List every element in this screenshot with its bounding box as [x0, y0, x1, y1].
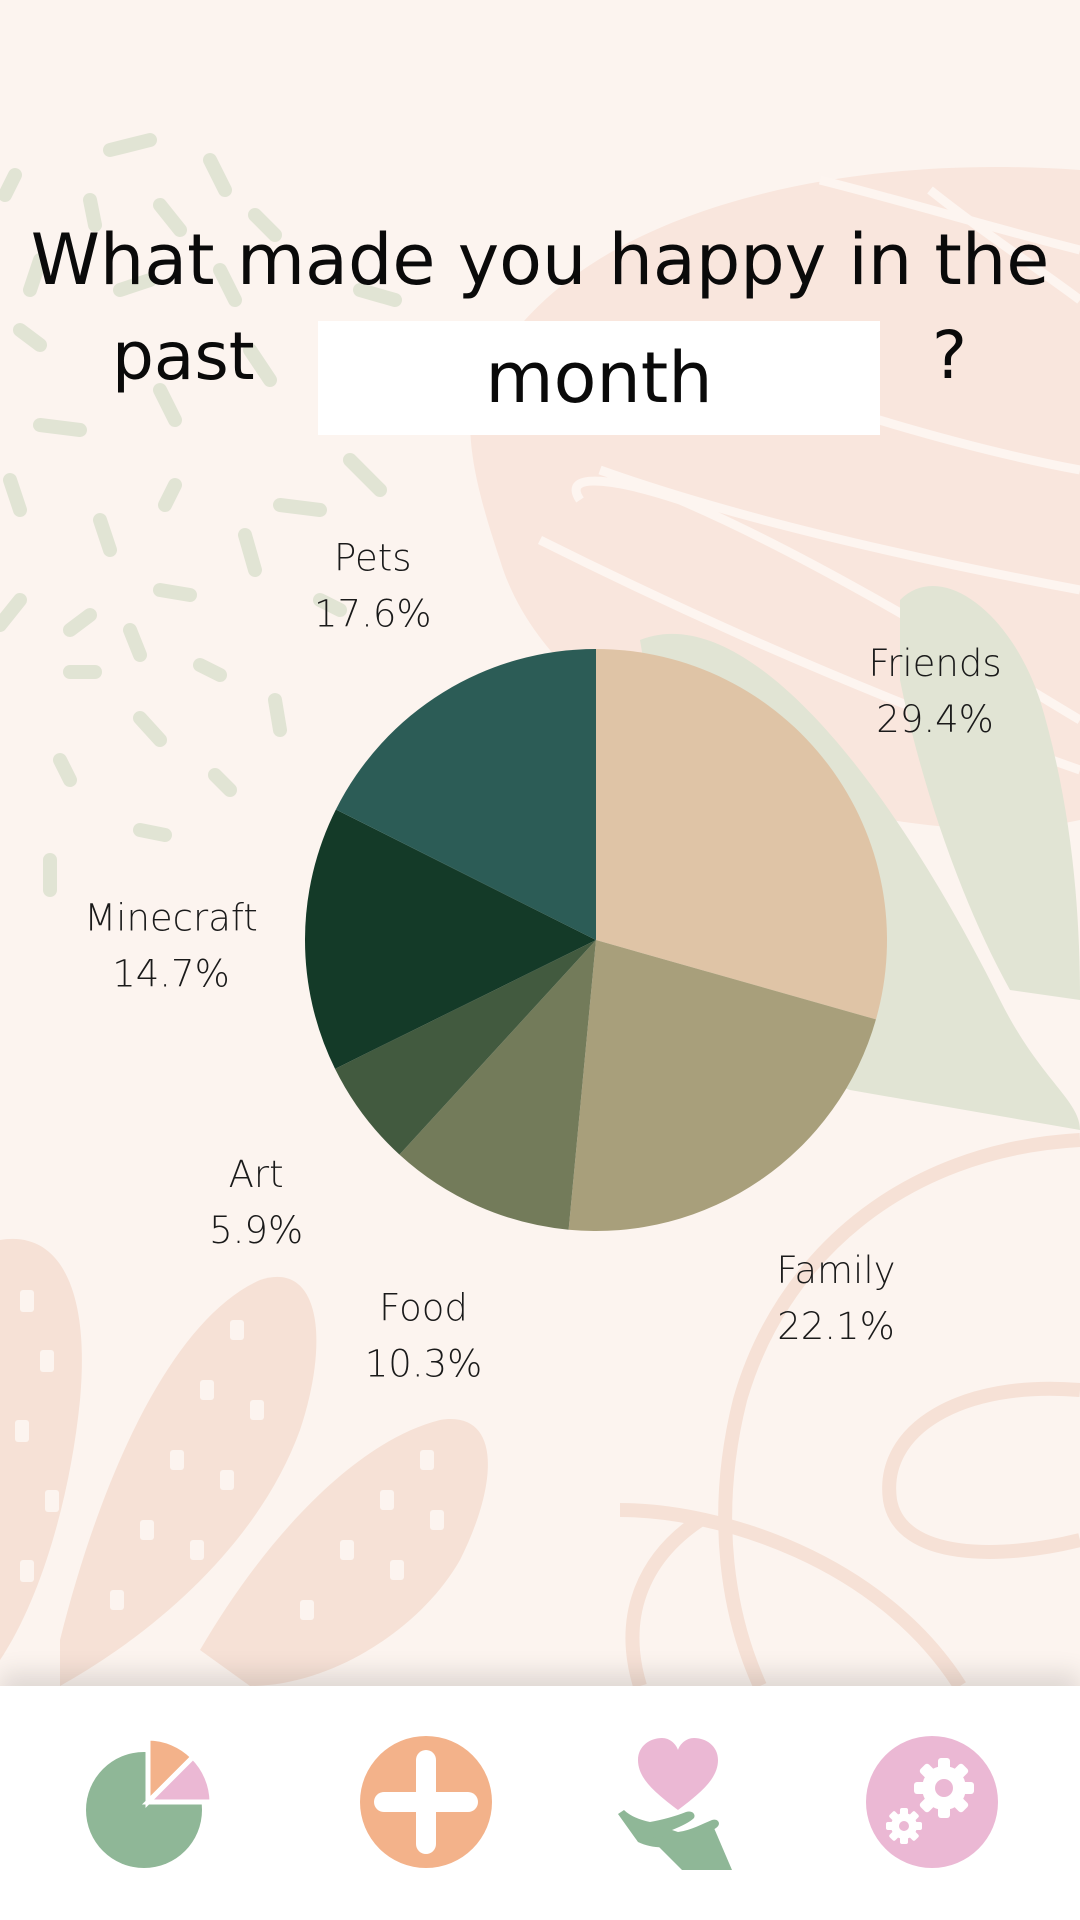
pie-percent-friends: 29.4% — [876, 698, 994, 741]
pie-label-family: Family — [776, 1249, 895, 1292]
question-heading: What made you happy in the past month ? — [0, 200, 1080, 440]
pie-percent-food: 10.3% — [365, 1342, 483, 1385]
pie-slice-art — [335, 940, 596, 1155]
heart-hand-icon — [618, 1738, 732, 1870]
pie-label-minecraft: Minecraft — [84, 897, 258, 940]
pie-chart-icon — [86, 1735, 215, 1868]
pie-label-friends: Friends — [869, 642, 1002, 685]
pie-percent-family: 22.1% — [777, 1305, 895, 1348]
period-selector[interactable]: month — [318, 321, 880, 435]
pie-label-pets: Pets — [334, 536, 412, 579]
nav-add-button[interactable] — [356, 1732, 496, 1872]
pie-slice-pets — [335, 649, 596, 940]
question-past-label: past — [112, 318, 255, 395]
happiness-pie-chart: Friends 29.4% Family 22.1% Food 10.3% Art 5.9% M… — [84, 536, 1002, 1385]
bottom-nav — [0, 1686, 1080, 1920]
pie-label-food: Food — [379, 1286, 468, 1329]
question-line1: What made you happy in the — [30, 219, 1050, 301]
nav-stats-button[interactable] — [78, 1732, 218, 1872]
pie-label-art: Art — [229, 1153, 284, 1196]
pie-slice-friends — [596, 649, 888, 1020]
pie-slice-minecraft — [305, 809, 596, 1069]
nav-gratitude-button[interactable] — [614, 1732, 754, 1872]
pie-slice-family — [568, 940, 876, 1231]
plus-icon — [360, 1736, 492, 1868]
nav-settings-button[interactable] — [862, 1732, 1002, 1872]
question-mark: ? — [932, 317, 968, 394]
pie-percent-art: 5.9% — [209, 1209, 303, 1252]
pie-percent-pets: 17.6% — [314, 592, 432, 635]
pie-percent-minecraft: 14.7% — [112, 953, 230, 996]
pie-slice-food — [399, 940, 596, 1230]
gears-icon — [866, 1736, 998, 1868]
